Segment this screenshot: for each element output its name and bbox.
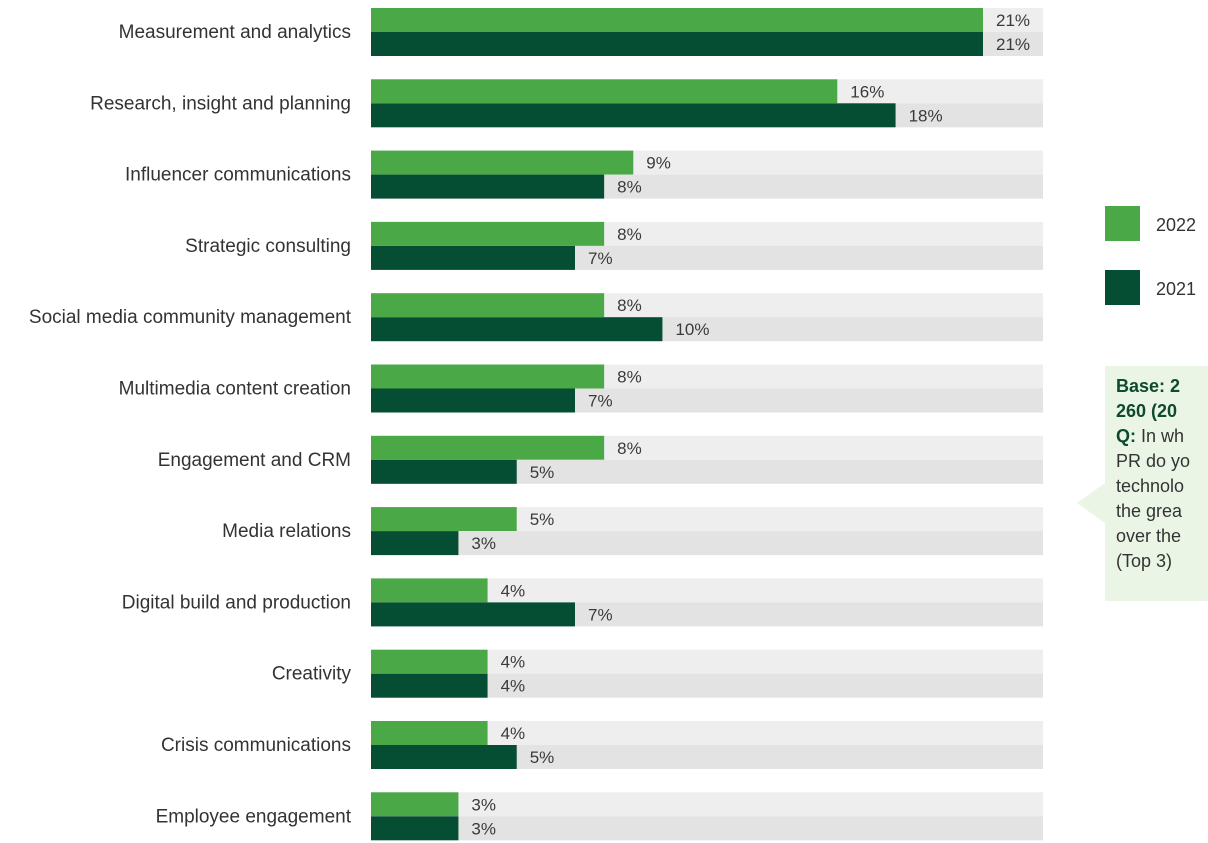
base-line-2: 260 (20 [1116,401,1178,421]
bar-2022 [371,8,983,32]
bar-group: Measurement and analytics 21% 21% [119,8,1043,56]
bar-2021 [371,388,575,413]
bar-2022 [371,221,605,246]
legend-swatch-2021 [1105,270,1140,305]
bar-group: Strategic consulting 8%7% [185,221,1043,270]
value-label: 5% [530,510,555,529]
bar-2021 [371,602,575,627]
value-label: 7% [588,605,613,624]
bar-2021 [371,673,488,698]
bar-group: Social media community management 8% 10% [29,293,1043,342]
bar-group: Creativity 4% 4% [272,649,1043,698]
legend-label-2022: 2022 [1156,215,1196,235]
base-note-box: Base: 2 260 (20 Q: In wh PR do yo techno… [1105,366,1208,601]
bar-2021 [371,816,459,841]
bar-2021 [371,459,517,484]
value-label: 3% [471,795,496,814]
value-label: 21% [996,11,1030,30]
bar-2022 [371,79,838,104]
question-line-6: (Top 3) [1116,551,1173,571]
value-label: 5% [530,748,555,767]
value-label: 18% [909,106,943,125]
legend-label-2021: 2021 [1156,279,1196,299]
bar-2022 [371,578,488,603]
value-label: 3% [471,819,496,838]
bar-2021 [371,531,459,556]
value-label: 10% [675,320,709,339]
category-label: Multimedia content creation [119,379,351,400]
base-note-pointer [1077,483,1105,523]
value-label: 8% [617,296,642,315]
category-label: Crisis communications [161,735,351,756]
bar-group: Employee engagement 3% 3% [156,792,1043,841]
bar-2022 [371,150,634,175]
value-label: 4% [501,724,526,743]
value-label: 8% [617,225,642,244]
value-label: 3% [471,534,496,553]
bar-track [371,792,1043,817]
bar-2021 [371,745,517,769]
value-label: 7% [588,249,613,268]
bar-2022 [371,364,605,389]
value-label: 7% [588,392,613,411]
category-label: Digital build and production [122,592,351,613]
bar-group: Media relations 5% 3% [222,507,1043,556]
bar-track [371,507,1043,532]
bar-2021 [371,317,663,342]
value-label: 4% [501,677,526,696]
category-label: Employee engagement [156,806,352,827]
bar-2021 [371,32,983,56]
question-line-3: technolo [1116,476,1185,496]
question-line-4: the grea [1116,501,1183,521]
category-label: Creativity [272,664,352,685]
bar-2022 [371,507,517,532]
category-label: Research, insight and planning [90,93,351,114]
value-label: 21% [996,35,1030,54]
category-label: Influencer communications [125,165,351,186]
bar-2022 [371,293,605,318]
value-label: 8% [617,368,642,387]
bar-track [371,531,1043,556]
legend-swatch-2022 [1105,206,1140,241]
bar-2022 [371,721,488,745]
question-line-5: over the [1116,526,1182,546]
bar-2022 [371,792,459,817]
bar-2021 [371,174,605,199]
bar-2022 [371,649,488,674]
question-label: Q: [1116,426,1136,446]
bar-2022 [371,435,605,460]
bar-2021 [371,103,896,128]
bar-group: Digital build and production 4% 7% [122,578,1043,627]
bar-group: Multimedia content creation 8%7% [119,364,1043,413]
value-label: 8% [617,439,642,458]
value-label: 8% [617,178,642,197]
value-label: 9% [646,154,671,173]
value-label: 5% [530,463,555,482]
question-line-1: In wh [1141,426,1185,446]
bar-track [371,816,1043,841]
category-label: Measurement and analytics [119,22,351,43]
value-label: 16% [850,82,884,101]
category-label: Social media community management [29,307,352,328]
base-note-text: Base: 2 260 (20 Q: In wh PR do yo techno… [1116,374,1208,574]
value-label: 4% [501,581,526,600]
bar-group: Crisis communications 4%5% [161,721,1043,769]
bar-group: Influencer communications 9%8% [125,150,1043,199]
category-label: Engagement and CRM [158,450,351,471]
bar-group: Engagement and CRM 8% 5% [158,435,1043,484]
value-label: 4% [501,653,526,672]
base-label: Base: 2 [1116,376,1181,396]
question-line-2: PR do yo [1116,451,1191,471]
bar-group: Research, insight and planning 16% 18% [90,79,1043,128]
category-label: Strategic consulting [185,236,351,257]
bar-2021 [371,245,575,270]
category-label: Media relations [222,521,351,542]
